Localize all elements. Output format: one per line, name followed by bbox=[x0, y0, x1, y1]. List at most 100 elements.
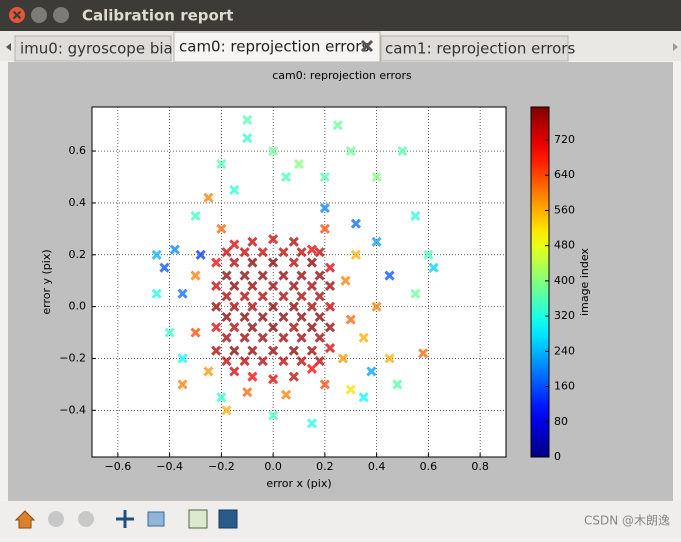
point bbox=[288, 257, 299, 268]
save-button[interactable] bbox=[218, 509, 238, 529]
point bbox=[229, 301, 240, 312]
point bbox=[306, 322, 317, 333]
point bbox=[332, 120, 343, 131]
x-tick-label: −0.4 bbox=[156, 460, 183, 473]
point bbox=[293, 158, 305, 170]
point bbox=[306, 345, 317, 356]
x-tick-label: 0.2 bbox=[316, 460, 334, 473]
point bbox=[288, 280, 299, 291]
point bbox=[242, 133, 253, 144]
tab[interactable] bbox=[380, 35, 569, 62]
point bbox=[410, 210, 421, 221]
tab-scroll-left[interactable] bbox=[6, 43, 11, 51]
point bbox=[239, 291, 250, 302]
point bbox=[314, 311, 325, 323]
tab[interactable] bbox=[14, 35, 172, 62]
maximize-button[interactable] bbox=[53, 7, 69, 23]
point bbox=[221, 311, 232, 323]
point bbox=[221, 247, 232, 258]
point bbox=[195, 249, 206, 260]
point bbox=[392, 379, 403, 390]
point bbox=[358, 332, 369, 343]
point bbox=[418, 348, 429, 359]
point bbox=[242, 114, 253, 126]
point bbox=[306, 301, 317, 312]
subplots-button[interactable] bbox=[188, 509, 208, 529]
point bbox=[306, 418, 317, 429]
point bbox=[410, 288, 421, 299]
point bbox=[314, 291, 325, 302]
point bbox=[296, 270, 307, 281]
point bbox=[229, 366, 240, 377]
point bbox=[221, 356, 232, 367]
point bbox=[221, 405, 232, 416]
point bbox=[151, 249, 162, 260]
tab-active[interactable] bbox=[173, 31, 381, 63]
point bbox=[278, 247, 289, 258]
point bbox=[229, 322, 240, 333]
point bbox=[257, 332, 268, 343]
point bbox=[221, 332, 232, 343]
point bbox=[278, 332, 289, 343]
point bbox=[324, 301, 336, 312]
x-tick-label: 0.4 bbox=[368, 460, 386, 473]
point bbox=[239, 270, 250, 281]
point bbox=[340, 275, 351, 286]
point bbox=[239, 311, 250, 323]
point bbox=[229, 257, 240, 268]
point bbox=[319, 379, 330, 390]
tab-close[interactable] bbox=[360, 39, 374, 53]
tab-scroll-right[interactable] bbox=[673, 43, 678, 51]
point bbox=[216, 392, 227, 403]
point bbox=[306, 244, 317, 255]
point bbox=[268, 257, 279, 268]
x-tick-label: −0.2 bbox=[208, 460, 235, 473]
point bbox=[229, 345, 240, 356]
point bbox=[345, 314, 356, 325]
axes-frame bbox=[91, 106, 507, 458]
point bbox=[345, 384, 356, 395]
point bbox=[159, 262, 170, 273]
point bbox=[358, 392, 369, 403]
home-button[interactable] bbox=[14, 510, 36, 529]
point bbox=[324, 322, 336, 333]
point bbox=[247, 301, 258, 312]
point bbox=[296, 356, 307, 367]
point bbox=[247, 371, 258, 382]
y-tick-label: −0.4 bbox=[59, 403, 86, 416]
point bbox=[345, 146, 356, 157]
watermark: CSDN @木朗逸 bbox=[584, 514, 670, 528]
minimize-button[interactable] bbox=[31, 7, 47, 23]
point bbox=[211, 322, 222, 333]
point bbox=[151, 288, 162, 299]
y-tick-label: 0.0 bbox=[69, 300, 87, 313]
point bbox=[306, 280, 317, 291]
point bbox=[296, 291, 307, 302]
point bbox=[397, 146, 408, 157]
tab-label: imu0: gyroscope bias bbox=[20, 40, 181, 58]
tab-label: cam0: reprojection errors bbox=[179, 38, 369, 56]
point bbox=[366, 366, 377, 377]
point bbox=[278, 291, 289, 302]
point bbox=[350, 218, 361, 229]
point bbox=[350, 249, 361, 260]
point bbox=[211, 301, 222, 312]
point bbox=[211, 345, 222, 356]
point bbox=[247, 345, 258, 356]
tab-label: cam1: reprojection errors bbox=[385, 40, 575, 58]
point bbox=[203, 366, 214, 377]
zoom-button[interactable] bbox=[147, 511, 165, 527]
point bbox=[296, 311, 307, 323]
back-button[interactable] bbox=[48, 511, 64, 527]
point bbox=[278, 356, 289, 367]
point bbox=[324, 262, 336, 273]
point bbox=[423, 249, 434, 260]
point bbox=[288, 345, 299, 356]
point bbox=[319, 223, 330, 234]
point bbox=[371, 236, 382, 247]
point bbox=[257, 247, 268, 258]
forward-button[interactable] bbox=[78, 511, 94, 527]
pan-button[interactable] bbox=[116, 510, 134, 528]
title-bar bbox=[0, 0, 681, 31]
